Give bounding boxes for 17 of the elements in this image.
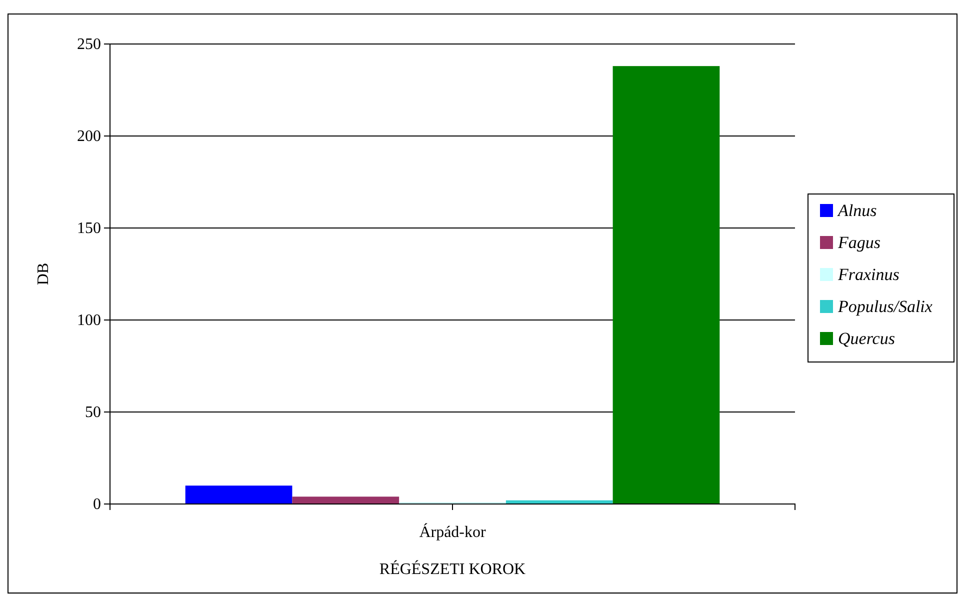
y-tick-label: 100 [77, 312, 101, 330]
y-tick-label: 0 [93, 496, 101, 514]
legend-label: Alnus [837, 201, 878, 220]
bar [612, 66, 720, 504]
legend-label: Populus/Salix [837, 297, 933, 316]
y-tick-label: 250 [77, 36, 101, 54]
legend-label: Fraxinus [837, 265, 900, 284]
x-axis-title: RÉGÉSZETI KOROK [379, 560, 526, 578]
legend-label: Quercus [838, 329, 896, 348]
y-axis-title: DB [35, 262, 52, 286]
y-tick-label: 50 [85, 404, 101, 422]
y-tick-label: 200 [77, 128, 101, 146]
bar [185, 486, 292, 504]
y-tick-label: 150 [77, 220, 101, 238]
legend-label: Fagus [837, 233, 881, 252]
bar [292, 496, 400, 504]
x-tick-label: Árpád-kor [419, 523, 486, 541]
